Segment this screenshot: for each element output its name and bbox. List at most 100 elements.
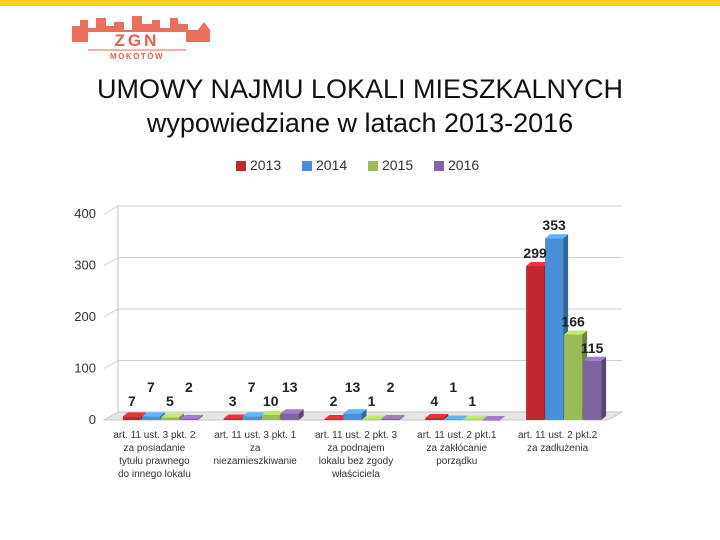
bar [179, 418, 198, 420]
bar-top [141, 412, 165, 417]
title-line-1: UMOWY NAJMU LOKALI MIESZKALNYCH [96, 74, 624, 104]
bar-top [280, 409, 304, 414]
bar-top [362, 415, 386, 420]
bar-top [179, 414, 203, 419]
logo-text: ZGN [115, 31, 160, 50]
legend-swatch [368, 161, 378, 171]
bar-side [197, 414, 203, 420]
bar [362, 419, 381, 421]
data-label: 1 [468, 393, 476, 409]
title-line-2: wypowiedziane w latach 2013-2016 [146, 108, 574, 138]
bar-side [399, 414, 405, 420]
bar-top [564, 330, 588, 335]
x-tick-label: art. 11 ust. 2 pkt. 3 [315, 430, 398, 441]
data-label: 1 [449, 379, 457, 395]
x-tick-label: za zakłócanie [427, 443, 488, 454]
x-tick-label: za [250, 443, 261, 454]
bar-side [481, 415, 487, 420]
data-label: 2 [330, 393, 338, 409]
data-label: 5 [166, 393, 174, 409]
data-label: 13 [345, 379, 361, 395]
bar-top [545, 234, 569, 239]
gridline [103, 308, 622, 318]
logo-subtext: MOKOTÓW [110, 52, 164, 61]
bar-top [583, 356, 607, 361]
zgn-logo-graphic: ZGN MOKOTÓW [72, 16, 210, 61]
gridline [103, 205, 622, 215]
data-label: 115 [581, 340, 604, 356]
x-tick-label: za posiadanie [124, 443, 186, 454]
bar [564, 334, 583, 420]
page-title: UMOWY NAJMU LOKALI MIESZKALNYCH wypowied… [0, 72, 720, 140]
bar [482, 420, 501, 421]
bar [343, 413, 362, 420]
bar-chart: 0 100 200 300 400 7 7 5 2 3 7 10 13 2 13 1 2 4 1 1 299 353 166… [0, 150, 720, 510]
bar-top [261, 410, 285, 415]
bar-side [462, 415, 468, 420]
bar [122, 416, 141, 420]
y-tick-label: 0 [89, 412, 96, 427]
y-tick-label: 100 [74, 361, 96, 376]
bar-side [361, 409, 367, 420]
data-label: 7 [248, 379, 256, 395]
bar [444, 419, 463, 421]
bar-side [443, 413, 449, 420]
bar-top [160, 413, 184, 418]
bar-top [381, 414, 405, 419]
bar [583, 360, 602, 420]
data-label: 353 [542, 217, 566, 233]
y-tick-label: 200 [74, 309, 96, 324]
bar-top [122, 412, 146, 417]
bar [545, 238, 564, 420]
y-tick-label: 300 [74, 258, 96, 273]
data-label: 7 [147, 379, 155, 395]
data-label: 2 [185, 379, 193, 395]
chart-svg: 0100200300400775237101321312411299353166… [74, 157, 624, 480]
top-accent-bar [0, 0, 720, 6]
gridline [103, 257, 622, 266]
x-tick-label: porządku [436, 456, 477, 467]
x-tick-label: za podnajem [327, 443, 384, 454]
bar [463, 419, 482, 421]
data-label: 10 [263, 393, 279, 409]
data-label: 13 [282, 379, 298, 395]
legend-label: 2015 [382, 157, 413, 173]
y-tick-label: 400 [74, 206, 96, 221]
bar-top [463, 415, 487, 420]
bar [160, 417, 179, 420]
x-tick-label: niezamieszkiwanie [214, 456, 298, 467]
x-tick-label: art. 11 ust. 2 pkt.2 [518, 430, 598, 441]
bar [324, 418, 343, 420]
bar-side [601, 356, 607, 420]
data-label: 7 [128, 393, 136, 409]
data-label: 166 [561, 314, 585, 330]
gridline [103, 360, 622, 369]
data-label: 1 [368, 393, 376, 409]
bar-top [482, 416, 506, 420]
bar-side [298, 409, 304, 420]
bar-side [178, 413, 184, 420]
data-label: 2 [387, 379, 395, 395]
legend-label: 2014 [316, 157, 347, 173]
x-tick-label: do innego lokalu [118, 469, 191, 480]
bar [280, 413, 299, 420]
data-label: 3 [229, 393, 237, 409]
bar [242, 416, 261, 420]
data-label: 299 [523, 245, 547, 261]
bar-top [444, 415, 468, 420]
bar-top [425, 413, 449, 418]
bar-top [526, 262, 550, 267]
bar-top [223, 414, 247, 419]
bar [223, 418, 242, 420]
bar [261, 414, 280, 420]
x-tick-label: art. 11 ust. 3 pkt. 1 [214, 430, 297, 441]
legend-swatch [236, 161, 246, 171]
data-label: 4 [430, 393, 438, 409]
bar-top [324, 414, 348, 419]
x-tick-label: art. 11 ust. 3 pkt. 2 [113, 430, 196, 441]
bar [141, 416, 160, 420]
bar [425, 417, 444, 420]
bar-top [343, 409, 367, 414]
x-tick-label: właściciela [331, 469, 380, 480]
bar-top [242, 412, 266, 417]
